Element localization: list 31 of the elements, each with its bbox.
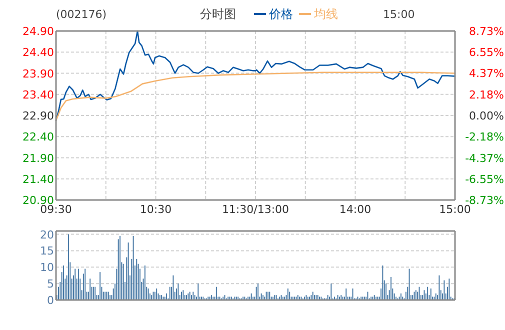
text: 4.37% — [469, 67, 504, 80]
x-tick-label: 15:00 — [439, 203, 471, 216]
y-tick-label: 22.90 — [22, 110, 54, 122]
text: -2.18% — [465, 130, 504, 144]
y-tick-label: 21.40 — [22, 172, 54, 186]
chart-title: (002176) — [56, 8, 107, 21]
text: 0.00% — [469, 110, 504, 122]
y-tick-label: 24.90 — [22, 25, 54, 38]
text: 15:00 — [383, 8, 415, 21]
legend-label: 价格 — [268, 7, 293, 21]
chart-subtitle: 分时图 — [200, 7, 236, 21]
text: 8.73% — [469, 25, 504, 38]
y-tick-label: 21.90 — [22, 152, 54, 165]
text: -6.55% — [465, 172, 504, 186]
y-tick-label: 5 — [47, 278, 54, 291]
y-tick-label: 24.40 — [22, 46, 54, 60]
y-tick-label: 22.40 — [22, 130, 54, 144]
text: -4.37% — [465, 152, 504, 165]
y-tick-label: 23.40 — [22, 88, 54, 102]
text: 6.55% — [469, 46, 504, 60]
y-tick-label: 23.90 — [22, 67, 54, 80]
legend-label: 均线 — [313, 7, 338, 21]
y-tick-label: 20 — [40, 228, 54, 242]
x-tick-label: 11:30/13:00 — [222, 203, 290, 216]
y-tick-label: 10 — [40, 261, 54, 274]
text: 2.18% — [469, 88, 504, 102]
x-tick-label: 09:30 — [40, 203, 72, 216]
x-tick-label: 14:00 — [339, 203, 372, 216]
y-tick-label: 15 — [40, 244, 54, 258]
x-tick-label: 10:30 — [140, 203, 172, 216]
y-tick-label: 0 — [47, 294, 54, 307]
